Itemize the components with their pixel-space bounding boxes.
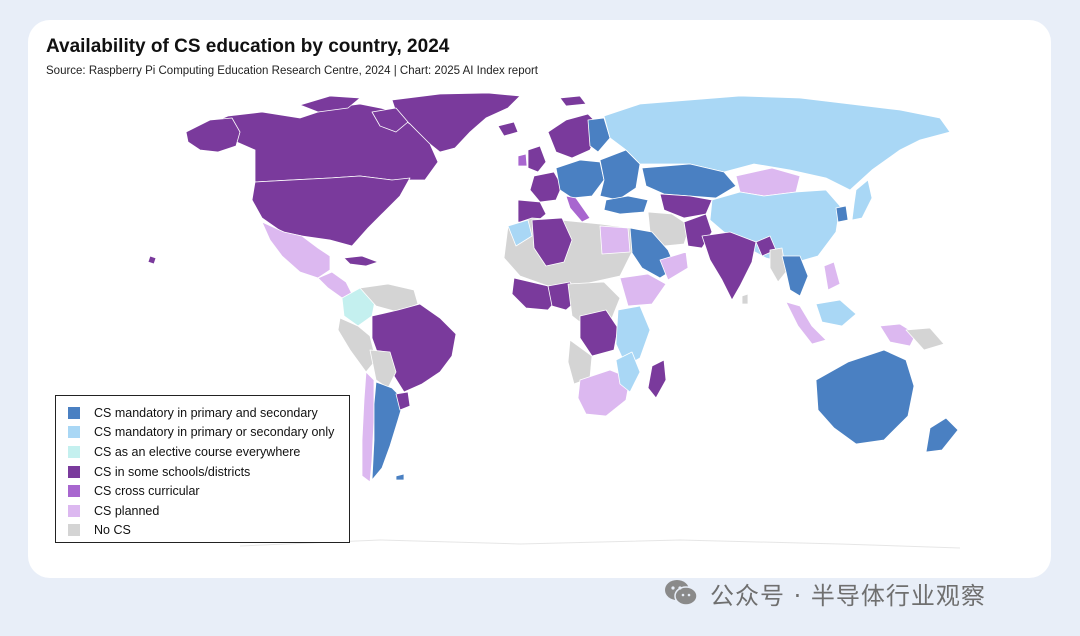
region-caribbean xyxy=(343,255,379,267)
region-morocco xyxy=(507,219,533,247)
region-central-europe xyxy=(555,159,605,199)
region-southern-africa xyxy=(577,369,631,417)
legend-item: CS mandatory in primary and secondary xyxy=(68,403,349,423)
region-usa xyxy=(251,175,411,247)
region-sri-lanka xyxy=(741,293,749,305)
region-bolivia xyxy=(369,349,397,389)
legend-item: No CS xyxy=(68,521,349,541)
region-egypt xyxy=(599,225,631,255)
region-thailand-vietnam xyxy=(781,255,809,297)
region-ireland xyxy=(517,153,528,167)
region-turkey xyxy=(603,195,649,215)
legend-label: CS as an elective course everywhere xyxy=(94,444,301,459)
watermark: 公众号 · 半导体行业观察 xyxy=(664,578,986,610)
legend-item: CS in some schools/districts xyxy=(68,462,349,482)
region-arctic-islands xyxy=(299,95,361,113)
region-antarctica xyxy=(239,539,961,549)
region-mexico xyxy=(261,221,331,279)
legend-item: CS as an elective course everywhere xyxy=(68,442,349,462)
region-baffin xyxy=(371,107,409,133)
region-indonesia xyxy=(815,299,857,327)
legend-label: CS in some schools/districts xyxy=(94,464,251,479)
wechat-icon xyxy=(665,580,698,606)
region-india xyxy=(701,231,757,301)
legend-swatch xyxy=(68,485,80,498)
legend-item: CS mandatory in primary or secondary onl… xyxy=(68,423,349,443)
chart-source: Source: Raspberry Pi Computing Education… xyxy=(46,65,539,77)
legend-swatch xyxy=(68,465,80,478)
region-chile xyxy=(361,371,375,483)
region-kazakhstan xyxy=(641,163,737,199)
legend-item: CS planned xyxy=(68,501,349,521)
region-france xyxy=(529,171,563,203)
chart-title: Availability of CS education by country,… xyxy=(46,36,450,57)
region-iceland xyxy=(497,121,519,137)
region-yemen-oman xyxy=(659,251,689,281)
region-russia xyxy=(603,95,951,191)
legend-label: CS planned xyxy=(94,503,160,518)
region-ethiopia xyxy=(619,273,667,307)
legend-label: CS cross curricular xyxy=(94,484,200,499)
region-mongolia xyxy=(735,167,801,197)
region-philippines xyxy=(823,261,841,291)
region-peru xyxy=(337,317,377,373)
region-korea xyxy=(835,205,849,223)
region-venezuela xyxy=(359,283,419,313)
legend-swatch xyxy=(68,445,80,458)
region-east-africa xyxy=(615,305,651,367)
legend-item: CS cross curricular xyxy=(68,481,349,501)
legend-label: CS mandatory in primary and secondary xyxy=(94,405,318,420)
region-new-zealand xyxy=(925,417,959,453)
region-svalbard xyxy=(559,95,587,107)
watermark-text: 公众号 · 半导体行业观察 xyxy=(710,581,986,610)
region-alaska xyxy=(185,117,241,153)
region-new-guinea xyxy=(879,323,917,347)
legend-swatch xyxy=(68,426,80,439)
region-italy xyxy=(565,195,591,223)
region-finland xyxy=(587,117,611,153)
region-uk xyxy=(527,145,547,173)
region-madagascar xyxy=(647,359,667,399)
legend-box: CS mandatory in primary and secondary CS… xyxy=(55,395,350,543)
region-png xyxy=(905,327,945,351)
region-japan xyxy=(851,179,873,221)
legend-swatch xyxy=(68,406,80,419)
region-uruguay xyxy=(395,391,411,411)
legend-swatch xyxy=(68,524,80,537)
region-central-america xyxy=(317,271,353,299)
legend-swatch xyxy=(68,504,80,517)
legend-label: No CS xyxy=(94,523,131,538)
legend-label: CS mandatory in primary or secondary onl… xyxy=(94,425,335,440)
region-mozambique xyxy=(615,351,641,393)
region-algeria xyxy=(531,217,573,267)
region-hawaii xyxy=(147,255,157,265)
region-falklands xyxy=(395,473,405,481)
region-australia xyxy=(815,349,915,445)
region-malaysia xyxy=(785,301,827,345)
region-drc xyxy=(579,309,619,357)
